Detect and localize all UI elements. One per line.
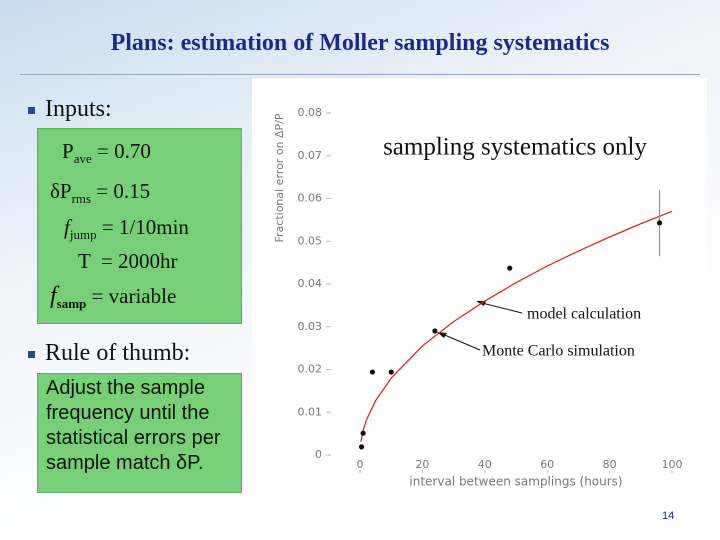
input-line: fjump = 1/10min	[64, 215, 189, 243]
subscript: ave	[73, 151, 92, 167]
rule-box: Adjust the sample frequency until the st…	[37, 373, 242, 493]
y-axis-label: Fractional error on ΔP/P	[273, 113, 286, 242]
value: = 0.70	[91, 139, 151, 163]
bullet-text: Inputs:	[45, 96, 112, 122]
x-tick-label: 20	[415, 458, 429, 471]
x-axis-label: interval between samplings (hours)	[409, 475, 622, 489]
y-tick-label: 0.06	[298, 192, 323, 205]
x-tick-label: 60	[540, 458, 554, 471]
point	[507, 265, 513, 271]
model-curve	[360, 210, 673, 442]
point	[388, 369, 394, 375]
x-tick-label: 80	[603, 458, 617, 471]
page-number: 14	[662, 510, 675, 522]
y-tick-label: 0.02	[298, 363, 323, 376]
y-tick-label: 0.08	[298, 106, 323, 119]
subscript: samp	[56, 296, 87, 312]
slide-title: Plans: estimation of Moller sampling sys…	[110, 30, 610, 56]
annotation: sampling systematics only	[383, 134, 647, 161]
chart-panel	[252, 78, 707, 498]
arrow	[439, 332, 481, 351]
x-tick-label: 0	[357, 458, 364, 471]
point	[360, 430, 366, 436]
rule-text: Adjust the sample frequency until the st…	[46, 377, 221, 474]
arrow	[477, 301, 523, 314]
bullet: Inputs:	[28, 96, 112, 123]
y-tick-label: 0.01	[298, 405, 323, 418]
symbol: δP	[50, 179, 72, 203]
symbol: f	[50, 283, 57, 309]
point	[358, 444, 365, 450]
annotation: Monte Carlo simulation	[482, 343, 635, 360]
value: = 0.15	[91, 179, 151, 203]
x-tick-label: 40	[478, 458, 492, 471]
y-tick-label: 0	[315, 448, 322, 461]
bullet-text: Rule of thumb:	[45, 340, 191, 366]
point	[656, 220, 663, 226]
y-tick-label: 0.07	[298, 149, 323, 162]
arrowhead	[437, 332, 447, 338]
bullet: Rule of thumb:	[28, 340, 190, 367]
y-tick-label: 0.03	[298, 320, 323, 333]
input-line: T = 2000hr	[78, 249, 178, 274]
inputs-box: Pave = 0.70 δPrms = 0.15 fjump = 1/10min…	[37, 128, 242, 324]
point	[432, 328, 438, 334]
value: = 1/10min	[96, 215, 189, 239]
input-line: δPrms = 0.15	[50, 179, 150, 207]
input-line: Pave = 0.70	[62, 139, 151, 167]
y-tick-label: 0.05	[298, 234, 323, 247]
y-tick-label: 0.04	[298, 277, 323, 290]
value: T = 2000hr	[78, 249, 178, 273]
title-rule	[20, 74, 700, 75]
symbol: P	[62, 139, 74, 163]
subscript: rms	[71, 191, 92, 207]
input-line: fsamp = variable	[50, 283, 176, 312]
x-tick-label: 100	[662, 458, 683, 471]
annotation: model calculation	[527, 306, 641, 323]
point	[369, 369, 376, 375]
subscript: jump	[69, 227, 97, 243]
value: = variable	[86, 284, 177, 308]
symbol: f	[64, 215, 70, 239]
